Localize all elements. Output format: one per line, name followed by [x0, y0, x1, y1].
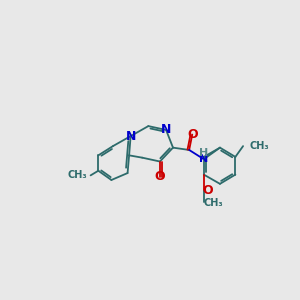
Text: H: H: [199, 148, 208, 158]
Text: O: O: [202, 184, 213, 197]
Text: N: N: [125, 130, 136, 142]
Text: CH₃: CH₃: [249, 141, 269, 151]
Text: O: O: [187, 128, 198, 141]
Text: N: N: [199, 154, 208, 164]
Text: CH₃: CH₃: [203, 198, 223, 208]
Text: CH₃: CH₃: [67, 170, 87, 180]
Text: O: O: [154, 170, 165, 183]
Text: N: N: [161, 123, 171, 136]
